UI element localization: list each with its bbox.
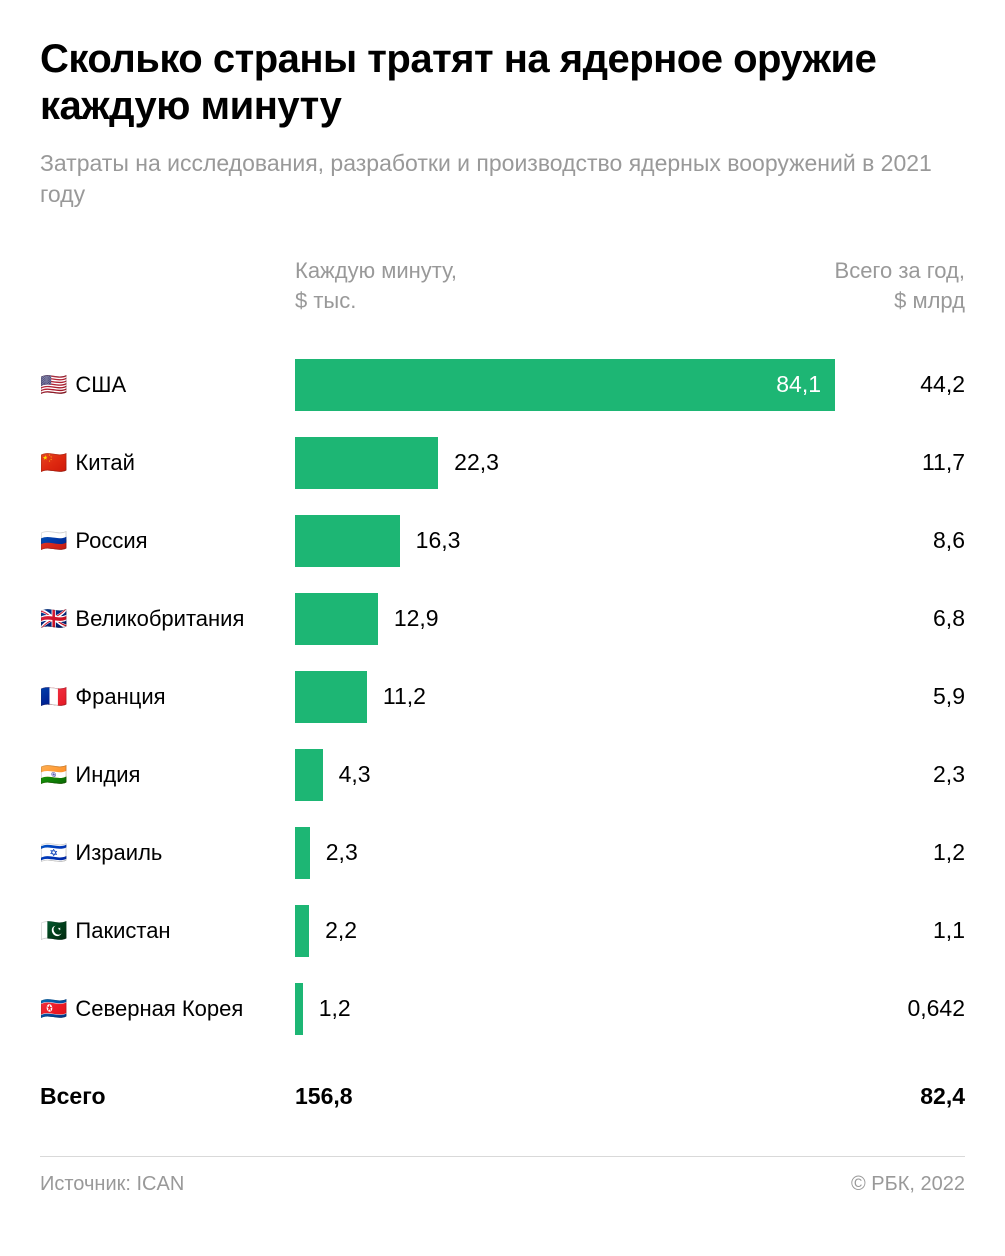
flag-icon: 🇬🇧 bbox=[40, 608, 67, 630]
country-cell: 🇵🇰 Пакистан bbox=[40, 918, 295, 944]
column-headers: Каждую минуту, $ тыс. Всего за год, $ мл… bbox=[40, 256, 965, 315]
per-year-value: 6,8 bbox=[845, 605, 965, 632]
bar-row: 🇫🇷 Франция 11,2 5,9 bbox=[40, 658, 965, 736]
bar bbox=[295, 983, 303, 1035]
flag-icon: 🇨🇳 bbox=[40, 452, 67, 474]
country-name: Северная Корея bbox=[75, 996, 243, 1022]
flag-icon: 🇷🇺 bbox=[40, 530, 67, 552]
bar bbox=[295, 827, 310, 879]
bar bbox=[295, 515, 400, 567]
bar-cell: 11,2 bbox=[295, 658, 845, 736]
chart-subtitle: Затраты на исследования, разработки и пр… bbox=[40, 148, 965, 210]
country-cell: 🇮🇱 Израиль bbox=[40, 840, 295, 866]
bar-row: 🇮🇱 Израиль 2,3 1,2 bbox=[40, 814, 965, 892]
country-name: Индия bbox=[75, 762, 140, 788]
country-name: США bbox=[75, 372, 126, 398]
per-minute-value: 2,2 bbox=[325, 917, 357, 944]
bar-row: 🇺🇸 США 84,1 44,2 bbox=[40, 346, 965, 424]
flag-icon: 🇫🇷 bbox=[40, 686, 67, 708]
bar-cell: 12,9 bbox=[295, 580, 845, 658]
country-name: Франция bbox=[75, 684, 165, 710]
bar-cell: 16,3 bbox=[295, 502, 845, 580]
total-per-minute: 156,8 bbox=[295, 1083, 353, 1110]
per-year-value: 44,2 bbox=[845, 371, 965, 398]
flag-icon: 🇮🇳 bbox=[40, 764, 67, 786]
per-year-value: 11,7 bbox=[845, 449, 965, 476]
bar-row: 🇰🇵 Северная Корея 1,2 0,642 bbox=[40, 970, 965, 1048]
bar bbox=[295, 437, 438, 489]
bar-row: 🇨🇳 Китай 22,3 11,7 bbox=[40, 424, 965, 502]
country-name: Китай bbox=[75, 450, 134, 476]
bar-cell: 84,1 bbox=[295, 346, 845, 424]
bar-cell: 1,2 bbox=[295, 970, 845, 1048]
per-year-value: 2,3 bbox=[845, 761, 965, 788]
header-per-minute: Каждую минуту, $ тыс. bbox=[295, 256, 457, 315]
per-minute-value: 2,3 bbox=[326, 839, 358, 866]
per-year-value: 1,2 bbox=[845, 839, 965, 866]
total-per-year: 82,4 bbox=[920, 1083, 965, 1110]
chart-footer: Источник: ICAN © РБК, 2022 bbox=[40, 1173, 965, 1196]
flag-icon: 🇺🇸 bbox=[40, 374, 67, 396]
country-cell: 🇬🇧 Великобритания bbox=[40, 606, 295, 632]
bar-cell: 2,2 bbox=[295, 892, 845, 970]
bar bbox=[295, 671, 367, 723]
country-cell: 🇮🇳 Индия bbox=[40, 762, 295, 788]
bar-cell: 22,3 bbox=[295, 424, 845, 502]
bar bbox=[295, 593, 378, 645]
flag-icon: 🇰🇵 bbox=[40, 998, 67, 1020]
bar-cell: 4,3 bbox=[295, 736, 845, 814]
bar-cell: 2,3 bbox=[295, 814, 845, 892]
country-cell: 🇫🇷 Франция bbox=[40, 684, 295, 710]
bar-row: 🇬🇧 Великобритания 12,9 6,8 bbox=[40, 580, 965, 658]
per-minute-value: 16,3 bbox=[416, 527, 461, 554]
per-year-value: 5,9 bbox=[845, 683, 965, 710]
flag-icon: 🇵🇰 bbox=[40, 920, 67, 942]
bar bbox=[295, 905, 309, 957]
bar-row: 🇮🇳 Индия 4,3 2,3 bbox=[40, 736, 965, 814]
bar bbox=[295, 749, 323, 801]
per-minute-value: 11,2 bbox=[383, 683, 426, 710]
per-minute-value: 4,3 bbox=[339, 761, 371, 788]
copyright-text: © РБК, 2022 bbox=[851, 1173, 965, 1196]
chart-title: Сколько страны тратят на ядерное оружие … bbox=[40, 36, 965, 130]
bar: 84,1 bbox=[295, 359, 835, 411]
footer-divider bbox=[40, 1156, 965, 1157]
per-minute-value: 1,2 bbox=[319, 995, 351, 1022]
bar-row: 🇷🇺 Россия 16,3 8,6 bbox=[40, 502, 965, 580]
country-cell: 🇨🇳 Китай bbox=[40, 450, 295, 476]
total-row: Всего 156,8 82,4 bbox=[40, 1062, 965, 1132]
per-year-value: 8,6 bbox=[845, 527, 965, 554]
country-name: Великобритания bbox=[75, 606, 244, 632]
source-text: Источник: ICAN bbox=[40, 1173, 184, 1196]
header-per-year: Всего за год, $ млрд bbox=[835, 256, 965, 315]
bar-row: 🇵🇰 Пакистан 2,2 1,1 bbox=[40, 892, 965, 970]
bar-chart: Каждую минуту, $ тыс. Всего за год, $ мл… bbox=[40, 256, 965, 1131]
country-cell: 🇺🇸 США bbox=[40, 372, 295, 398]
per-minute-value: 22,3 bbox=[454, 449, 499, 476]
bar-rows: 🇺🇸 США 84,1 44,2 🇨🇳 Китай 22,3 11,7 🇷🇺 Россия 16,3… bbox=[40, 346, 965, 1048]
country-name: Пакистан bbox=[75, 918, 170, 944]
total-label: Всего bbox=[40, 1083, 295, 1110]
flag-icon: 🇮🇱 bbox=[40, 842, 67, 864]
country-name: Израиль bbox=[75, 840, 162, 866]
per-year-value: 0,642 bbox=[845, 995, 965, 1022]
per-year-value: 1,1 bbox=[845, 917, 965, 944]
per-minute-value: 12,9 bbox=[394, 605, 439, 632]
country-cell: 🇰🇵 Северная Корея bbox=[40, 996, 295, 1022]
per-minute-value: 84,1 bbox=[776, 371, 821, 398]
country-cell: 🇷🇺 Россия bbox=[40, 528, 295, 554]
country-name: Россия bbox=[75, 528, 147, 554]
